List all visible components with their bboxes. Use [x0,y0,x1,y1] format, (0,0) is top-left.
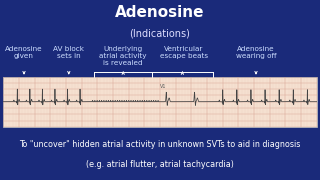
Text: V1: V1 [160,84,166,89]
Text: (Indications): (Indications) [130,29,190,39]
Text: Adenosine
wearing off: Adenosine wearing off [236,46,276,59]
Text: To "uncover" hidden atrial activity in unknown SVTs to aid in diagnosis: To "uncover" hidden atrial activity in u… [19,140,301,149]
Text: (e.g. atrial flutter, atrial tachycardia): (e.g. atrial flutter, atrial tachycardia… [86,160,234,169]
Text: AV block
sets in: AV block sets in [53,46,84,59]
Text: Underlying
atrial activity
is revealed: Underlying atrial activity is revealed [100,46,147,66]
Bar [3,76,317,127]
Text: Ventricular
escape beats: Ventricular escape beats [160,46,208,59]
Text: Adenosine
given: Adenosine given [5,46,43,59]
Text: Adenosine: Adenosine [115,5,205,20]
